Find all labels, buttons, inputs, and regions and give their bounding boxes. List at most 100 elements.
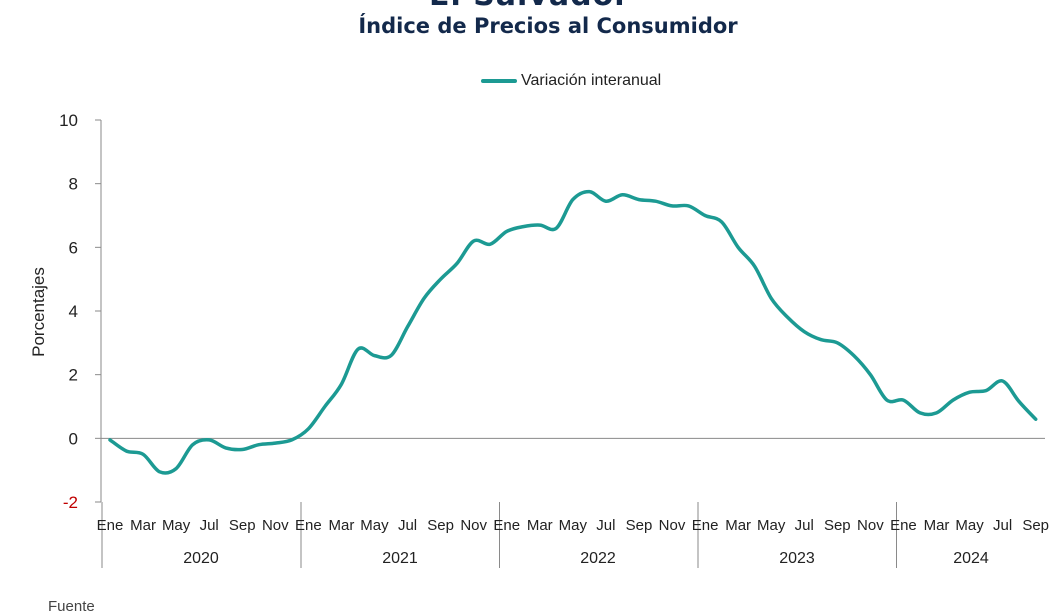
- data-point: [985, 389, 987, 391]
- data-point: [125, 450, 127, 452]
- x-tick-label: Mar: [328, 517, 354, 534]
- x-tick-label: Mar: [527, 517, 553, 534]
- data-point: [886, 399, 888, 401]
- x-year-label: 2024: [953, 550, 989, 567]
- data-point: [803, 331, 805, 333]
- data-point: [258, 444, 260, 446]
- data-point: [291, 439, 293, 441]
- x-tick-label: Sep: [229, 517, 256, 534]
- data-point: [274, 442, 276, 444]
- data-point: [406, 326, 408, 328]
- data-point: [869, 374, 871, 376]
- y-tick-label: 0: [69, 429, 78, 448]
- x-year-label: 2021: [382, 550, 418, 567]
- x-tick-label: Nov: [262, 517, 289, 534]
- x-tick-label: Jul: [993, 517, 1012, 534]
- data-point: [787, 316, 789, 318]
- x-tick-label: Ene: [97, 517, 124, 534]
- x-tick-label: Sep: [427, 517, 454, 534]
- data-point: [522, 225, 524, 227]
- data-point: [158, 471, 160, 473]
- data-point: [952, 399, 954, 401]
- data-point: [1001, 380, 1003, 382]
- y-tick-label: 2: [69, 366, 78, 385]
- data-point: [423, 297, 425, 299]
- x-tick-label: May: [559, 517, 588, 534]
- data-point: [142, 453, 144, 455]
- data-point: [324, 405, 326, 407]
- data-point: [820, 338, 822, 340]
- x-tick-label: Jul: [596, 517, 615, 534]
- axes-layer: -2 0 2 4 6 8 10 Ene Mar May Jul Sep Nov Ene Mar May Jul S…: [59, 111, 1049, 568]
- y-tick-label: 8: [69, 175, 78, 194]
- data-point: [439, 278, 441, 280]
- data-point: [373, 354, 375, 356]
- x-tick-label: Sep: [626, 517, 653, 534]
- top-title: El Salvador: [0, 0, 1059, 13]
- x-tick-label: Jul: [200, 517, 219, 534]
- data-point: [572, 198, 574, 200]
- x-year-label: 2023: [779, 550, 815, 567]
- data-point: [935, 412, 937, 414]
- data-point: [175, 467, 177, 469]
- data-point: [340, 383, 342, 385]
- x-tick-label: Ene: [295, 517, 322, 534]
- data-point: [968, 391, 970, 393]
- data-point: [754, 265, 756, 267]
- source-note: Fuente: [48, 598, 95, 615]
- y-axis-label: Porcentajes: [29, 267, 48, 357]
- data-point: [225, 447, 227, 449]
- data-point: [654, 200, 656, 202]
- y-tick-label: 10: [59, 111, 78, 130]
- data-point: [307, 428, 309, 430]
- x-tick-label: Jul: [795, 517, 814, 534]
- data-point: [638, 198, 640, 200]
- x-tick-label: May: [955, 517, 984, 534]
- x-tick-label: Sep: [824, 517, 851, 534]
- chart-legend: Variación interanual: [481, 72, 661, 90]
- legend-swatch: [481, 79, 517, 83]
- x-tick-label: Mar: [725, 517, 751, 534]
- data-point: [473, 240, 475, 242]
- series-line-variacion-interanual: [108, 189, 1038, 475]
- data-point: [720, 221, 722, 223]
- x-tick-label: May: [360, 517, 389, 534]
- x-tick-label: Nov: [857, 517, 884, 534]
- x-tick-label: Nov: [460, 517, 487, 534]
- y-tick-label: -2: [63, 493, 78, 512]
- x-tick-label: Ene: [890, 517, 917, 534]
- x-tick-label: Nov: [659, 517, 686, 534]
- data-point: [588, 190, 590, 192]
- y-tick-label: 6: [69, 238, 78, 257]
- series-layer: [108, 189, 1038, 475]
- data-point: [836, 342, 838, 344]
- data-point: [506, 230, 508, 232]
- chart-title: Índice de Precios al Consumidor: [358, 14, 738, 38]
- data-point: [1035, 418, 1037, 420]
- data-point: [390, 354, 392, 356]
- data-point: [621, 194, 623, 196]
- x-year-label: 2020: [183, 550, 219, 567]
- x-tick-label: Jul: [398, 517, 417, 534]
- data-point: [919, 412, 921, 414]
- data-point: [1018, 401, 1020, 403]
- data-point: [241, 448, 243, 450]
- data-point: [208, 439, 210, 441]
- data-point: [902, 399, 904, 401]
- x-tick-label: May: [757, 517, 786, 534]
- data-point: [357, 348, 359, 350]
- data-point: [737, 246, 739, 248]
- x-tick-label: Ene: [692, 517, 719, 534]
- data-point: [192, 444, 194, 446]
- data-point: [687, 205, 689, 207]
- data-point: [539, 224, 541, 226]
- data-point: [489, 243, 491, 245]
- y-tick-label: 4: [69, 302, 78, 321]
- data-point: [853, 354, 855, 356]
- data-point: [456, 262, 458, 264]
- x-tick-label: Mar: [924, 517, 950, 534]
- x-tick-label: May: [162, 517, 191, 534]
- data-point: [704, 214, 706, 216]
- data-point: [109, 439, 111, 441]
